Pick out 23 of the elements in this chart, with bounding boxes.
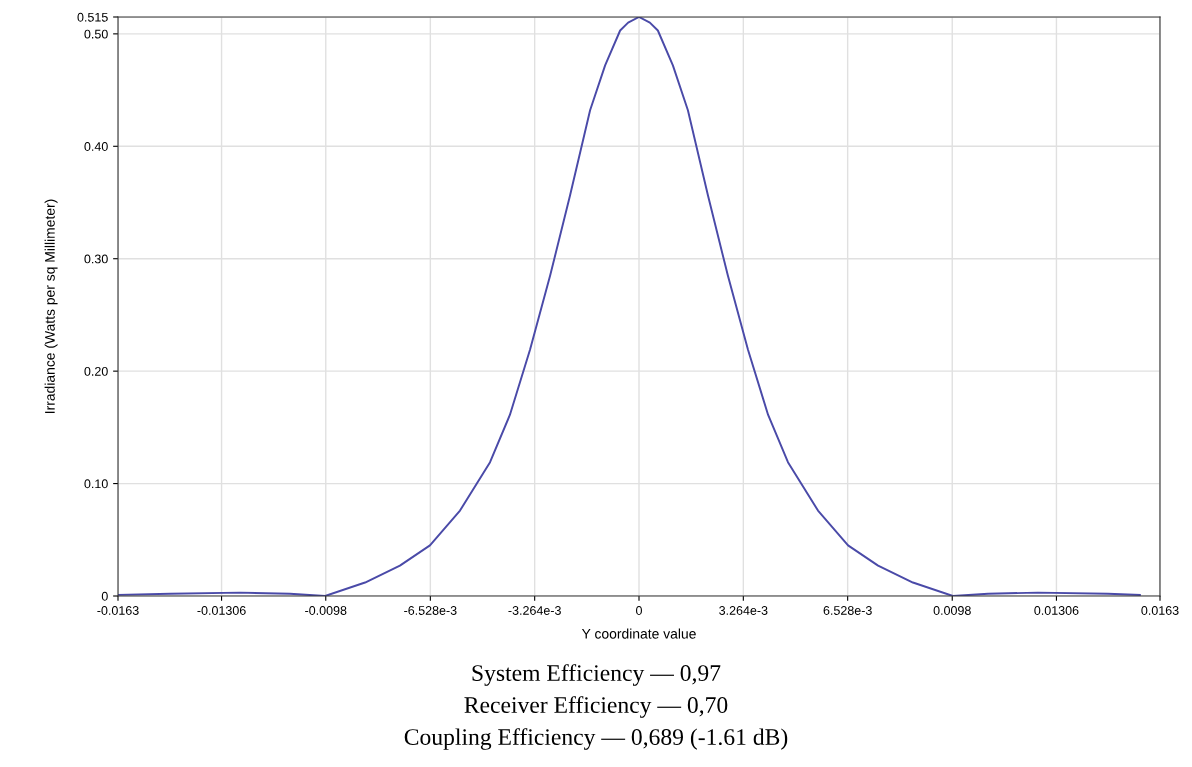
x-tick-label: -0.0098 bbox=[305, 606, 347, 615]
x-tick-label: 6.528e-3 bbox=[823, 606, 872, 615]
y-tick-label: 0.515 bbox=[77, 12, 108, 22]
y-tick-label: 0.40 bbox=[84, 142, 108, 151]
x-tick-label: -6.528e-3 bbox=[404, 606, 457, 615]
x-tick-label: 0.0098 bbox=[933, 606, 971, 615]
x-tick-label: -0.0163 bbox=[97, 606, 139, 615]
text: Receiver Efficiency — 0,70 bbox=[464, 696, 728, 718]
y-tick-label: 0.10 bbox=[84, 479, 108, 489]
x-tick-label: 0.01306 bbox=[1034, 606, 1079, 615]
x-tick-label: 0 bbox=[636, 606, 642, 615]
y-tick-label: 0 bbox=[101, 591, 108, 601]
y-tick-label: 0.20 bbox=[84, 366, 108, 376]
x-tick-label: -0.01306 bbox=[197, 606, 246, 615]
x-tick-label: 3.264e-3 bbox=[719, 606, 768, 615]
y-tick-label: 0.30 bbox=[84, 254, 108, 264]
text: Coupling Efficiency — 0,689 (-1.61 dB) bbox=[404, 728, 788, 750]
x-axis-title: Y coordinate value bbox=[581, 628, 696, 639]
y-axis-title: Irradiance (Watts per sq Millimeter) bbox=[44, 199, 58, 413]
y-tick-label: 0.50 bbox=[84, 29, 108, 39]
x-tick-label: 0.0163 bbox=[1141, 606, 1179, 615]
x-tick-label: -3.264e-3 bbox=[508, 606, 561, 615]
text: System Efficiency — 0,97 bbox=[472, 664, 721, 686]
